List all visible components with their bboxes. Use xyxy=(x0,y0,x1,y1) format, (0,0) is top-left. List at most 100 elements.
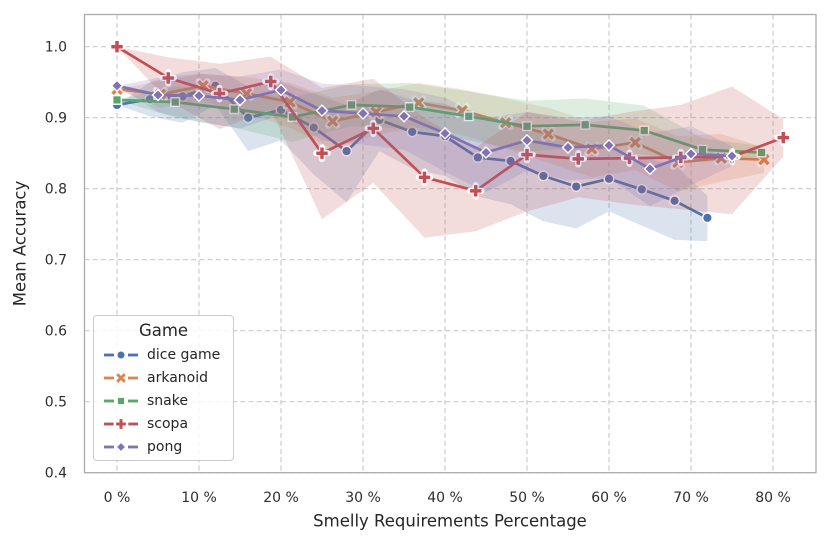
data-point-pong xyxy=(397,109,411,123)
x-tick-label-10: 10 % xyxy=(181,490,217,506)
series-scopa xyxy=(108,37,793,238)
x-axis-label: Smelly Requirements Percentage xyxy=(313,512,587,531)
plot-area xyxy=(108,37,793,242)
data-point-dice-game xyxy=(603,173,615,185)
data-point-dice-game xyxy=(570,181,582,193)
data-point-scopa xyxy=(261,72,280,91)
data-point-pong xyxy=(438,126,452,140)
legend-square-icon xyxy=(104,396,138,405)
data-point-snake xyxy=(229,104,240,115)
data-point-pong xyxy=(643,162,657,176)
series-pong xyxy=(110,69,739,207)
y-tick-label-0.5: 0.5 xyxy=(45,395,67,411)
legend-items: dice game arkanoid snake scopa pong xyxy=(94,343,233,458)
legend-marker-dice-game xyxy=(116,349,126,360)
legend-label-arkanoid: arkanoid xyxy=(147,369,208,386)
confidence-band-scopa xyxy=(117,46,784,238)
series-markers-scopa xyxy=(108,37,793,200)
legend-label-snake: snake xyxy=(147,392,188,409)
legend-plus-icon xyxy=(104,416,138,431)
data-point-snake xyxy=(463,111,474,122)
data-point-pong xyxy=(356,106,370,120)
data-point-dice-game xyxy=(341,145,353,157)
y-tick-label-0.7: 0.7 xyxy=(45,253,67,269)
legend: Game dice game arkanoid snake scopa pong xyxy=(93,315,234,461)
data-point-scopa xyxy=(108,37,126,56)
x-tick-label-20: 20 % xyxy=(263,490,299,506)
y-tick-label-0.8: 0.8 xyxy=(45,182,67,198)
legend-label-pong: pong xyxy=(147,438,183,455)
legend-title: Game xyxy=(138,321,189,340)
x-tick-label-70: 70 % xyxy=(673,490,709,506)
data-point-scopa xyxy=(518,145,536,164)
data-point-scopa xyxy=(415,168,434,187)
data-point-dice-game xyxy=(406,126,418,138)
data-point-dice-game xyxy=(701,212,713,224)
tick-labels: 0 % 10 % 20 % 30 % 40 % 50 % 60 % 70 % 80 % 0.4 0.… xyxy=(45,40,791,506)
data-point-scopa xyxy=(774,128,793,147)
data-point-pong xyxy=(520,133,534,147)
legend-item-arkanoid: arkanoid xyxy=(94,366,233,389)
data-point-arkanoid xyxy=(411,95,427,111)
data-point-dice-game xyxy=(472,151,484,163)
series-line-arkanoid xyxy=(115,84,766,164)
plot-border xyxy=(83,13,817,474)
data-point-dice-game xyxy=(242,112,254,124)
data-point-snake xyxy=(170,97,181,108)
legend-marker-snake xyxy=(116,396,126,405)
data-point-snake xyxy=(522,121,533,132)
y-tick-label-0.9: 0.9 xyxy=(45,111,67,127)
legend-item-scopa: scopa xyxy=(94,412,233,435)
legend-marker-arkanoid xyxy=(114,371,128,384)
data-point-pong xyxy=(274,83,288,97)
data-point-snake xyxy=(580,119,591,130)
data-point-pong xyxy=(479,146,493,159)
x-tick-label-50: 50 % xyxy=(509,490,545,506)
confidence-band-pong xyxy=(117,69,732,207)
data-point-dice-game xyxy=(308,122,320,134)
series-line-pong xyxy=(115,84,734,171)
data-point-scopa xyxy=(466,182,485,200)
data-point-arkanoid xyxy=(627,135,643,151)
legend-diamond-icon xyxy=(104,440,138,453)
data-point-pong xyxy=(110,79,124,93)
y-tick-label-1.0: 1.0 xyxy=(45,40,67,56)
legend-marker-scopa xyxy=(113,416,129,431)
legend-x-icon xyxy=(104,371,138,384)
legend-label-dice-game: dice game xyxy=(147,346,221,363)
x-tick-label-30: 30 % xyxy=(345,490,381,506)
confidence-band-dice-game xyxy=(117,68,708,242)
data-point-pong xyxy=(725,149,739,163)
data-point-pong xyxy=(684,147,698,161)
data-point-pong xyxy=(315,104,329,118)
x-tick-label-0: 0 % xyxy=(104,490,131,506)
data-point-scopa xyxy=(364,119,383,138)
legend-marker-pong xyxy=(115,440,127,453)
data-point-scopa xyxy=(569,150,588,168)
data-point-scopa xyxy=(313,144,331,162)
series-markers-pong xyxy=(110,79,739,176)
confidence-band-arkanoid xyxy=(117,73,764,192)
data-point-pong xyxy=(561,141,575,155)
y-tick-label-0.6: 0.6 xyxy=(45,324,67,340)
data-point-dice-game xyxy=(636,183,648,195)
series-snake xyxy=(111,82,767,162)
data-point-snake xyxy=(756,147,767,158)
x-tick-label-40: 40 % xyxy=(427,490,463,506)
data-point-snake xyxy=(346,99,357,110)
data-point-arkanoid xyxy=(540,126,556,142)
x-tick-label-80: 80 % xyxy=(755,490,791,506)
legend-circle-icon xyxy=(104,349,138,360)
data-point-pong xyxy=(192,89,206,103)
data-point-scopa xyxy=(159,69,178,87)
x-tick-label-60: 60 % xyxy=(591,490,627,506)
data-point-dice-game xyxy=(537,170,549,182)
confidence-band-snake xyxy=(117,82,762,162)
y-tick-label-0.4: 0.4 xyxy=(45,466,67,482)
data-point-pong xyxy=(233,93,247,107)
data-point-pong xyxy=(151,88,165,102)
legend-item-dice-game: dice game xyxy=(94,343,233,366)
legend-item-snake: snake xyxy=(94,389,233,412)
